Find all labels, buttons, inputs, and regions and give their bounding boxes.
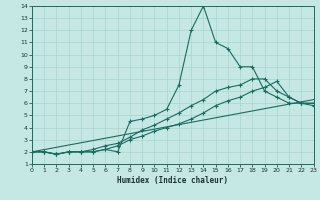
X-axis label: Humidex (Indice chaleur): Humidex (Indice chaleur) [117,176,228,185]
